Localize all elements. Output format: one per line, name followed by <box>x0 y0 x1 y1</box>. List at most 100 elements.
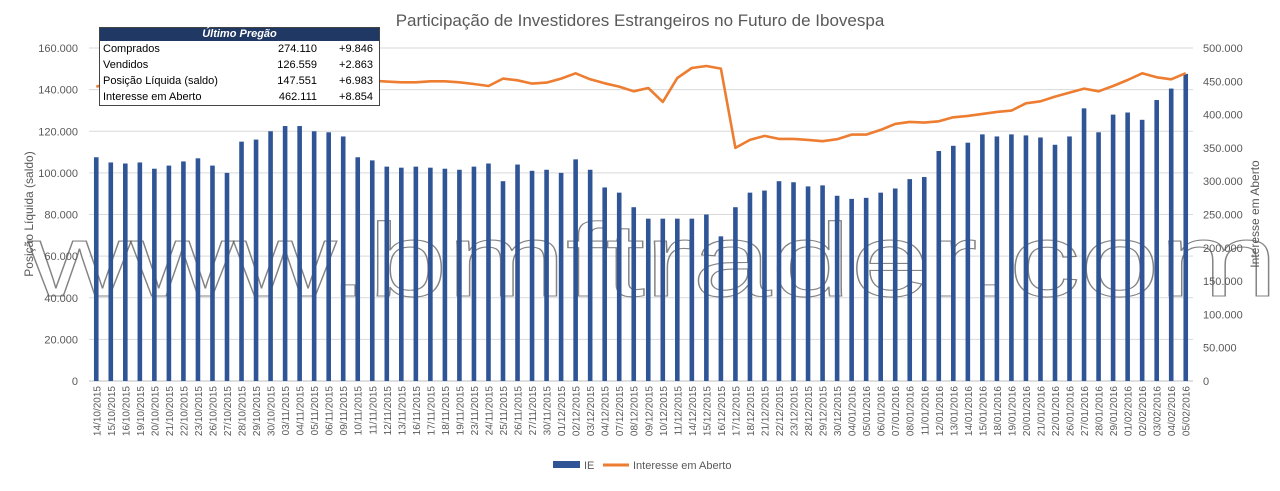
left-axis-title: Posição Líquida (saldo) <box>22 151 36 276</box>
x-tick-label: 21/01/2016 <box>1037 386 1048 436</box>
x-tick-label: 23/12/2015 <box>790 386 801 436</box>
x-tick-label: 19/11/2015 <box>455 386 466 436</box>
x-tick-label: 14/10/2015 <box>92 386 103 436</box>
table-title: Último Pregão <box>100 28 379 41</box>
x-tick-label: 25/11/2015 <box>499 386 510 436</box>
x-tick-label: 29/10/2015 <box>252 386 263 436</box>
bar <box>340 136 346 381</box>
bar <box>675 218 680 381</box>
y2-tick-label: 150.000 <box>1203 276 1243 288</box>
bar <box>645 218 651 381</box>
row-value: 147.551 <box>277 75 317 87</box>
x-tick-label: 11/12/2015 <box>673 386 684 436</box>
x-tick-label: 06/01/2016 <box>877 386 888 436</box>
bar <box>1052 144 1058 381</box>
bar <box>1110 114 1116 381</box>
bar <box>1154 100 1159 381</box>
bar <box>747 192 753 381</box>
x-tick-label: 26/01/2016 <box>1066 386 1077 436</box>
bar <box>689 218 695 381</box>
y2-tick-label: 450.000 <box>1203 76 1243 88</box>
bar <box>805 186 811 381</box>
x-tick-label: 03/12/2015 <box>586 386 597 436</box>
table-row: Interesse em Aberto 462.111 +8.854 <box>100 89 379 105</box>
bar <box>282 126 288 381</box>
x-tick-label: 16/12/2015 <box>717 386 728 436</box>
bar <box>602 187 607 381</box>
gridlines <box>89 47 1193 382</box>
row-delta: +2.863 <box>339 59 373 71</box>
bar <box>936 151 942 381</box>
bar <box>355 157 361 381</box>
bar <box>123 163 128 381</box>
x-tick-label: 27/10/2015 <box>223 386 234 436</box>
x-tick-label: 29/01/2016 <box>1109 386 1120 436</box>
bar <box>762 190 767 381</box>
bar <box>399 167 404 381</box>
y2-tick-label: 200.000 <box>1203 243 1243 255</box>
row-label: Comprados <box>103 43 160 55</box>
x-tick-label: 10/12/2015 <box>659 386 670 436</box>
bar <box>108 162 114 381</box>
x-tick-label: 22/12/2015 <box>775 386 786 436</box>
x-tick-label: 05/02/2016 <box>1182 386 1193 436</box>
x-tick-label: 01/12/2015 <box>557 386 568 436</box>
x-tick-label: 26/10/2015 <box>209 386 220 436</box>
bar <box>776 181 782 381</box>
x-tick-label: 03/11/2015 <box>281 386 292 436</box>
y-tick-label: 40.000 <box>44 293 78 305</box>
bar <box>892 188 898 381</box>
x-tick-label: 22/10/2015 <box>179 386 190 436</box>
x-tick-label: 02/02/2016 <box>1138 386 1149 436</box>
right-axis-ticks: 0 50.000 100.000 150.000 200.000 250.000 300.0… <box>1203 43 1243 388</box>
y-tick-label: 160.000 <box>38 43 78 55</box>
bar <box>907 179 913 381</box>
table-row: Vendidos 126.559 +2.863 <box>100 57 379 73</box>
x-tick-label: 23/11/2015 <box>470 386 481 436</box>
x-tick-label: 17/11/2015 <box>426 386 437 436</box>
y-tick-label: 100.000 <box>38 168 78 180</box>
bar <box>616 192 622 381</box>
x-tick-label: 16/11/2015 <box>412 386 423 436</box>
table-row: Comprados 274.110 +9.846 <box>100 41 379 57</box>
chart-title: Participação de Investidores Estrangeiro… <box>396 11 885 30</box>
x-tick-label: 04/01/2016 <box>848 386 859 436</box>
x-tick-label: 13/01/2016 <box>949 386 960 436</box>
x-tick-label: 28/10/2015 <box>238 386 249 436</box>
bar <box>152 168 157 381</box>
legend-label-ie: IE <box>584 460 594 472</box>
right-axis-title: Interesse em Aberto <box>1248 160 1262 268</box>
y-tick-label: 60.000 <box>44 251 78 263</box>
x-tick-label: 18/11/2015 <box>441 386 452 436</box>
x-tick-label: 01/02/2016 <box>1124 386 1135 436</box>
bar <box>849 198 854 381</box>
x-tick-label: 09/11/2015 <box>339 386 350 436</box>
bar <box>369 160 375 381</box>
x-tick-label: 10/11/2015 <box>354 386 365 436</box>
bar <box>1038 137 1043 381</box>
x-tick-label: 06/11/2015 <box>325 386 336 436</box>
bar <box>921 177 927 381</box>
x-tick-label: 28/12/2015 <box>804 386 815 436</box>
bar <box>1067 136 1072 381</box>
x-tick-label: 20/01/2016 <box>1022 386 1033 436</box>
bar <box>166 165 172 381</box>
bar <box>311 131 317 381</box>
bar <box>413 166 419 381</box>
bar <box>573 159 578 381</box>
bar <box>1023 135 1029 381</box>
bar <box>791 182 796 381</box>
x-tick-label: 19/10/2015 <box>136 386 147 436</box>
x-tick-label: 15/01/2016 <box>978 386 989 436</box>
x-tick-label: 05/01/2016 <box>862 386 873 436</box>
y-tick-label: 20.000 <box>44 334 78 346</box>
bar <box>486 163 491 381</box>
y2-tick-label: 50.000 <box>1203 343 1237 355</box>
x-tick-label: 30/11/2015 <box>543 386 554 436</box>
x-tick-label: 18/01/2016 <box>993 386 1004 436</box>
bar <box>878 192 883 381</box>
row-value: 462.111 <box>278 91 317 103</box>
x-axis-ticks: 14/10/2015 15/10/2015 16/10/2015 19/10/2015… <box>92 386 1192 436</box>
